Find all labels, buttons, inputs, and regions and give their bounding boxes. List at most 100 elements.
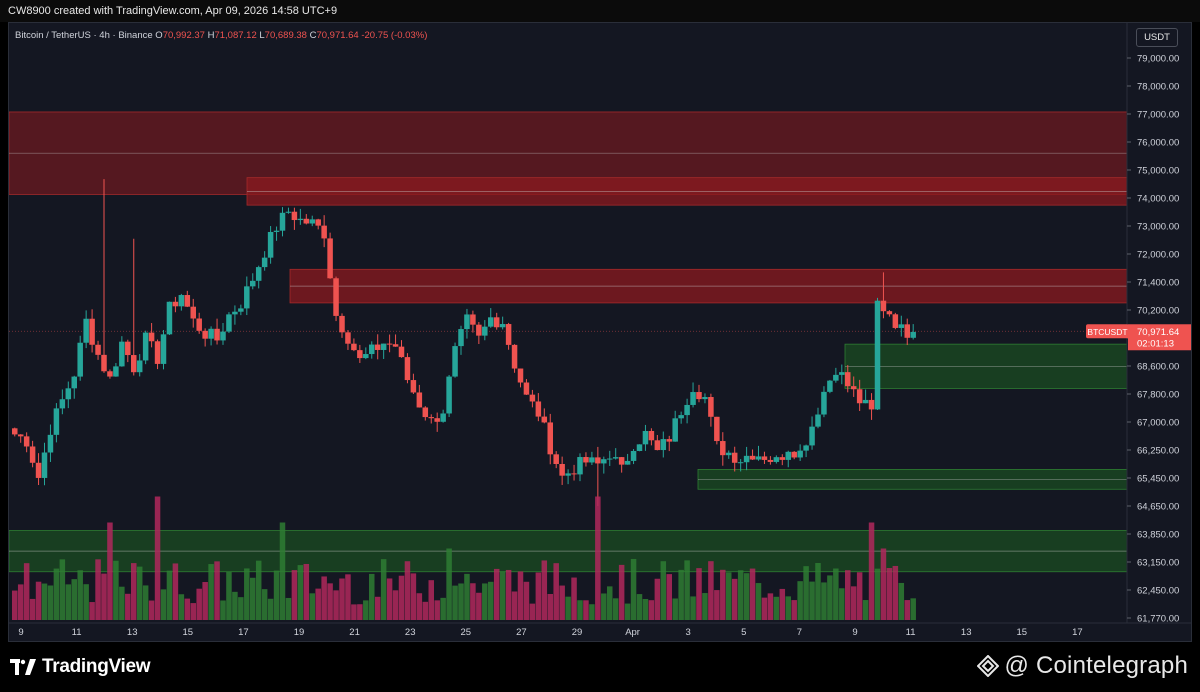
time-tick-label: 15 xyxy=(1017,627,1028,638)
low-value: 70,689.38 xyxy=(264,30,307,41)
candle-body xyxy=(636,444,643,451)
currency-button[interactable]: USDT xyxy=(1136,28,1178,47)
candle-body xyxy=(755,456,762,460)
top-bar: CW8900 created with TradingView.com, Apr… xyxy=(0,0,1200,22)
candle-body xyxy=(488,317,494,327)
price-tick-label: 64,650.00 xyxy=(1137,502,1179,513)
volume-bar xyxy=(743,573,750,620)
volume-bar xyxy=(208,564,214,620)
candle-body xyxy=(107,371,113,377)
candle-body xyxy=(630,450,637,461)
volume-bar xyxy=(244,568,250,620)
candle-body xyxy=(422,407,429,418)
time-tick-label: 27 xyxy=(516,627,527,638)
volume-bar xyxy=(333,590,339,620)
candle-body xyxy=(220,331,226,341)
candle-body xyxy=(654,440,661,451)
volume-bar xyxy=(113,560,119,620)
candle-body xyxy=(232,311,238,315)
volume-bar xyxy=(910,598,916,620)
candle-body xyxy=(83,318,89,343)
candle-body xyxy=(142,332,149,361)
time-tick-label: 15 xyxy=(183,627,194,638)
volume-bar xyxy=(315,588,321,620)
time-tick-label: 13 xyxy=(961,627,972,638)
volume-bar xyxy=(642,598,649,620)
candlestick-chart[interactable]: 79,000.00 78,000.00 77,000.00 76,000.00 75,0… xyxy=(9,23,1192,642)
volume-bar xyxy=(422,601,429,620)
candle-body xyxy=(743,455,750,463)
footer-bar: TradingView @ Cointelegraph xyxy=(0,642,1200,692)
volume-bar xyxy=(470,583,476,620)
candle-body xyxy=(452,346,458,377)
volume-bar xyxy=(416,593,423,620)
candle-body xyxy=(642,430,649,445)
candle-body xyxy=(53,408,60,435)
candle-body xyxy=(339,315,345,333)
time-tick-label: 29 xyxy=(572,627,583,638)
candle-body xyxy=(827,380,833,392)
candle-body xyxy=(517,368,524,383)
volume-bar xyxy=(660,561,667,620)
candle-body xyxy=(749,455,756,460)
volume-bar xyxy=(428,580,434,620)
volume-bar xyxy=(95,559,101,620)
current-price-tag xyxy=(1128,324,1191,351)
candle-body xyxy=(612,457,619,459)
candle-body xyxy=(41,452,48,478)
candle-body xyxy=(874,300,881,410)
candle-body xyxy=(773,457,780,462)
price-tick-label: 66,250.00 xyxy=(1137,446,1179,457)
candle-body xyxy=(666,439,672,442)
volume-bar xyxy=(220,600,226,620)
volume-bar xyxy=(17,584,24,620)
time-tick-label: 21 xyxy=(349,627,360,638)
price-tick-label: 76,000.00 xyxy=(1137,138,1179,149)
volume-bar xyxy=(452,585,458,620)
candle-body xyxy=(565,473,571,476)
price-tick-label: 61,770.00 xyxy=(1137,614,1179,625)
chart-area[interactable]: 79,000.00 78,000.00 77,000.00 76,000.00 75,0… xyxy=(8,22,1192,642)
volume-bar xyxy=(690,596,696,620)
volume-bar xyxy=(47,585,54,620)
tradingview-logo: TradingView xyxy=(10,656,151,678)
candle-body xyxy=(77,342,83,377)
cointelegraph-logo: @ Cointelegraph xyxy=(976,652,1188,680)
volume-bar xyxy=(726,572,732,620)
volume-bar xyxy=(601,593,607,620)
volume-bar xyxy=(226,571,232,620)
candle-body xyxy=(648,430,655,441)
candle-body xyxy=(166,301,173,335)
volume-bar xyxy=(261,589,268,620)
candle-body xyxy=(708,397,714,417)
tradingview-logo-text: TradingView xyxy=(42,656,151,677)
volume-bar xyxy=(142,585,149,620)
volume-bar xyxy=(666,574,672,620)
candle-body xyxy=(208,328,214,339)
price-tick-label: 67,000.00 xyxy=(1137,418,1179,429)
volume-bar xyxy=(791,600,797,620)
volume-bar xyxy=(363,600,369,620)
volume-bar xyxy=(535,572,542,620)
time-tick-label: 13 xyxy=(127,627,138,638)
volume-bar xyxy=(386,578,393,620)
candle-body xyxy=(833,374,839,381)
volume-bar xyxy=(339,578,345,620)
volume-bar xyxy=(83,584,89,620)
volume-bar xyxy=(874,568,881,620)
volume-bar xyxy=(529,603,536,620)
volume-bar xyxy=(904,600,910,620)
volume-bar xyxy=(89,602,95,620)
candle-body xyxy=(726,452,732,456)
candle-body xyxy=(273,230,280,232)
candle-body xyxy=(386,343,393,345)
time-tick-label: 3 xyxy=(686,627,691,638)
volume-bar xyxy=(398,575,405,620)
volume-bar xyxy=(184,598,191,620)
candle-body xyxy=(595,457,601,464)
volume-bar xyxy=(648,600,655,620)
candle-body xyxy=(523,382,530,395)
volume-bar xyxy=(636,594,643,620)
candle-body xyxy=(577,457,583,475)
candle-body xyxy=(202,330,208,339)
